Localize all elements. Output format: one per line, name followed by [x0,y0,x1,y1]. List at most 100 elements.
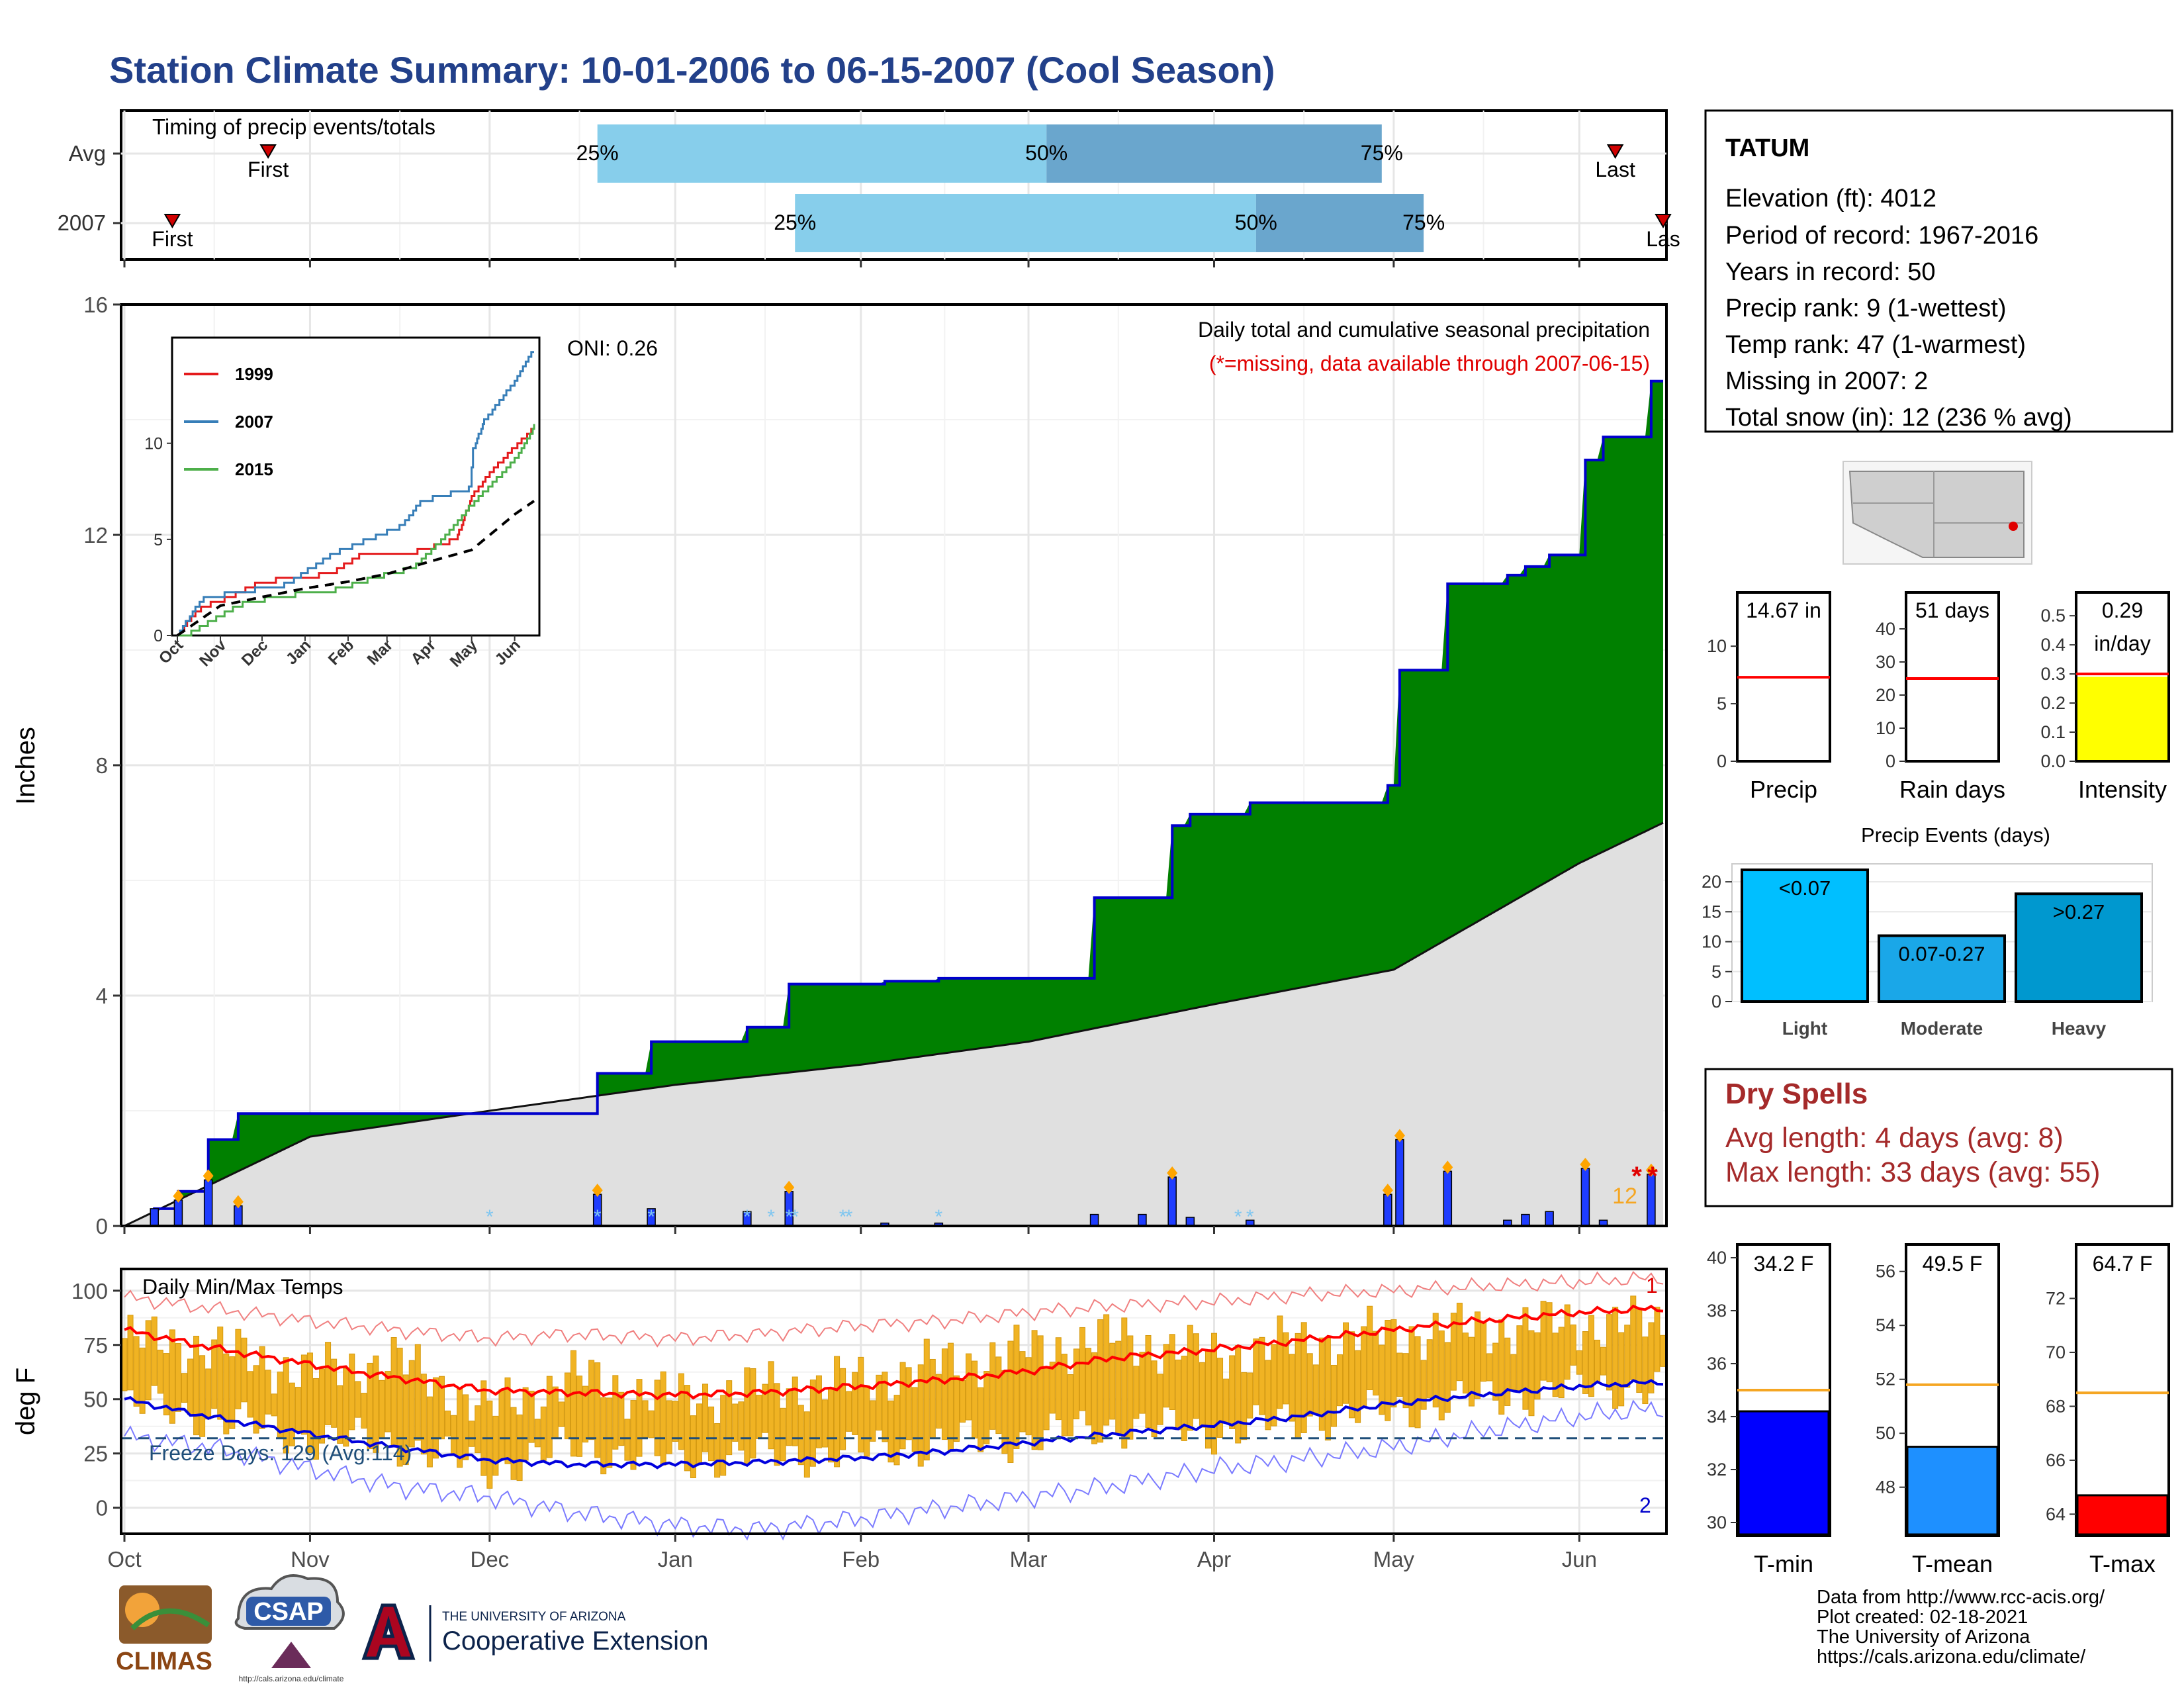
daily-temp-bar [451,1415,457,1454]
daily-temp-bar [666,1400,672,1454]
daily-temp-bar [702,1383,709,1452]
daily-temp-bar [935,1374,942,1429]
daily-temp-bar [373,1355,379,1453]
daily-temp-bar [1408,1326,1415,1428]
timing-event-label: First [248,158,289,181]
daily-temp-bar [618,1391,625,1446]
daily-temp-bar [145,1320,152,1401]
daily-temp-bar [1049,1362,1056,1414]
daily-temp-bar [229,1356,236,1429]
timing-event-label: Last [1595,158,1635,181]
daily-temp-bar [349,1353,355,1430]
temp-gauge-tick-label: 68 [2046,1396,2066,1416]
events-tick-label: 0 [1711,992,1721,1011]
daily-temp-bar [312,1378,319,1460]
daily-temp-bar [463,1394,469,1460]
daily-temp-bar [1210,1333,1217,1455]
month-axis: Oct Nov Dec Jan Feb Mar Apr May Jun [107,1226,1597,1571]
station-line: Period of record: 1967-2016 [1725,222,2038,250]
temp-gauge-tick-label: 72 [2046,1288,2066,1308]
daily-temp-bar [941,1348,948,1440]
daily-temp-bar [205,1368,212,1420]
daily-temp-bar [1324,1337,1331,1441]
event-marker [173,1189,184,1203]
gauge-tick-label: 0.4 [2040,635,2066,655]
daily-temp-bar [127,1315,134,1391]
gauge-value: 51 days [1915,598,1989,622]
daily-temp-bar [1253,1338,1259,1405]
daily-precip-bar [1443,1170,1453,1227]
month-tick-label: Jan [658,1547,693,1571]
daily-temp-bar [1289,1354,1295,1422]
climas-logo-text: CLIMAS [116,1648,212,1675]
event-marker [232,1195,244,1209]
temp-gauge-tick-label: 56 [1876,1262,1895,1282]
daily-temp-bar [1594,1339,1600,1382]
daily-precip-bar [1167,1176,1177,1227]
gauge-value-unit: in/day [2094,632,2150,655]
climas-logo: CLIMAS [116,1585,212,1675]
daily-temp-bar [600,1397,607,1475]
missing-marker: * [1647,1162,1658,1191]
events-category-label: Heavy [2052,1018,2107,1039]
daily-temp-bar [989,1342,996,1430]
daily-temp-bar [708,1406,715,1462]
daily-temp-bar [864,1385,870,1457]
daily-temp-bar [199,1355,206,1437]
daily-temp-bar [1121,1317,1128,1449]
daily-temp-bar [528,1390,535,1443]
events-bar [1741,868,1869,1003]
daily-temp-bar [163,1353,169,1416]
daily-temp-bar [1312,1364,1319,1415]
daily-temp-bar [1283,1332,1289,1405]
event-marker [1394,1129,1405,1143]
daily-temp-bar [510,1407,517,1480]
daily-temp-bar [157,1349,163,1394]
daily-temp-bar [624,1419,631,1461]
temp-gauges: 34.2 F T-min 30 32 34 36 38 40 49.5 F T-mean 48 50 5… [1707,1243,2170,1577]
daily-temp-bar [774,1383,780,1466]
daily-temp-bar [175,1343,181,1412]
y-tick-label: 4 [96,984,108,1008]
events-bar [1878,934,2006,1003]
daily-temp-bar [253,1365,259,1434]
event-marker [1167,1166,1178,1180]
daily-temp-bar [588,1360,595,1440]
snow-day-marker: * [839,1206,847,1228]
gauge-frame [1905,591,2000,763]
daily-precip-bar [1089,1213,1099,1227]
daily-temp-bar [1402,1353,1409,1409]
daily-temp-bar [1367,1305,1373,1391]
daily-temp-bar [564,1372,570,1440]
gauge-value: 14.67 in [1746,598,1821,622]
daily-temp-bar [139,1347,146,1414]
daily-temp-bar [1037,1335,1044,1450]
daily-temp-bar [432,1377,439,1459]
inset-frame [171,336,541,637]
daily-temp-bar [283,1357,289,1454]
inset-series-2015 [177,424,535,637]
daily-temp-bar [1031,1330,1038,1450]
daily-temp-bar [1396,1352,1403,1397]
snow-day-marker: * [743,1206,751,1228]
daily-temp-bar [1390,1319,1397,1408]
daily-temp-bar [558,1401,565,1427]
daily-temp-bar [1450,1313,1457,1391]
timing-pct-label: 50% [1025,141,1068,165]
record-high-line [124,1270,1664,1348]
temp-y-tick-label: 75 [83,1333,108,1358]
daily-temp-bar [983,1371,990,1444]
temp-gauge-tick-label: 64 [2046,1504,2066,1524]
daily-temp-bar [319,1368,326,1444]
daily-temp-bar [917,1364,924,1467]
y-tick-label: 0 [96,1214,108,1239]
daily-temp-bar [960,1380,966,1423]
daily-temp-bar [797,1405,804,1466]
gauge-tick-label: 0 [1886,751,1895,771]
daily-temp-bar [1217,1358,1224,1438]
gauge-tick-label: 0.5 [2040,606,2066,626]
temp-y-label: deg F [11,1368,40,1435]
gauge-tick-label: 5 [1717,694,1727,714]
month-tick-label: Nov [291,1547,330,1571]
